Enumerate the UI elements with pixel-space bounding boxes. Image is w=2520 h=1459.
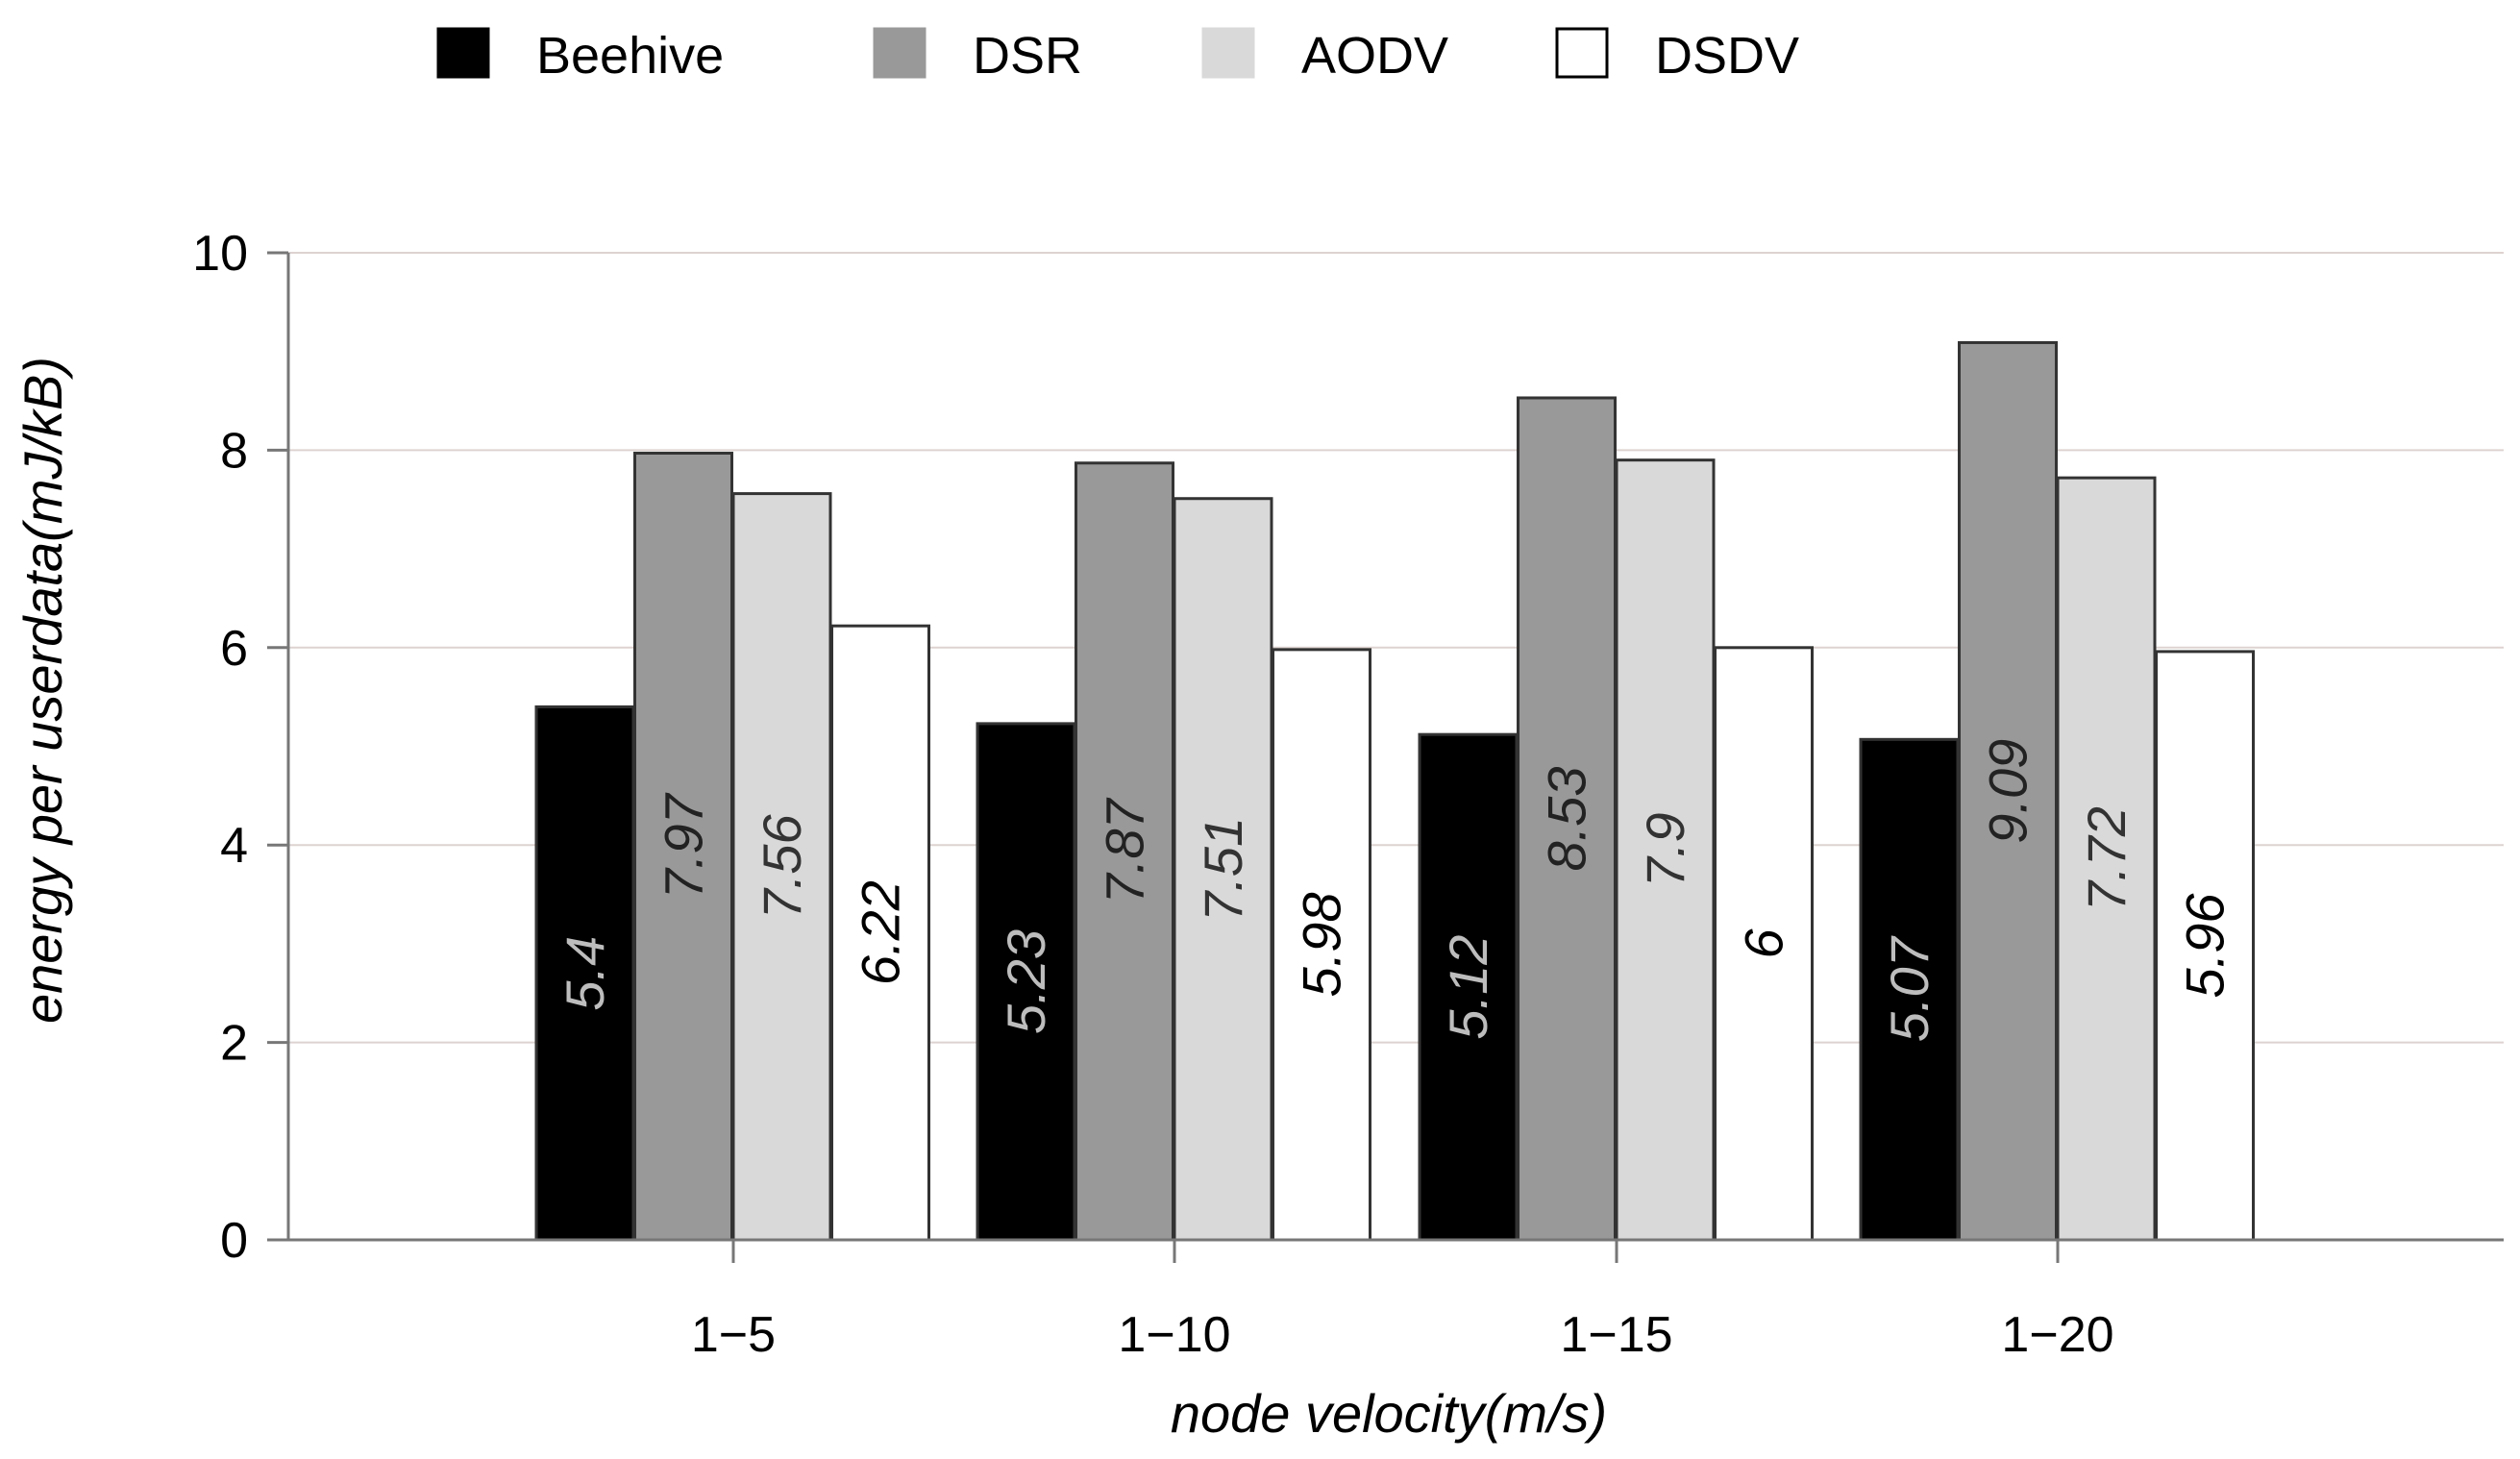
y-tick-label: 6 [220,621,248,677]
x-tick-label: 1−10 [1118,1307,1230,1363]
bar-dsr-1 [633,451,733,1242]
legend-swatch-aodv [1201,27,1255,79]
legend-swatch-beehive [436,27,490,79]
legend-swatch-dsr [873,27,926,79]
y-tick-label: 0 [220,1213,248,1269]
bar-value-label: 7.51 [1193,817,1253,922]
bar-dsdv-4 [2155,650,2255,1242]
x-axis-title: node velocity(m/s) [1171,1383,1607,1444]
bar-dsr-3 [1517,396,1617,1242]
bar-dsdv-3 [1714,646,1814,1242]
bar-beehive-3 [1418,732,1519,1242]
legend: Beehive DSR AODV DSDV [436,27,1799,85]
bar-value-label: 5.23 [996,929,1056,1034]
bars: 5.4 7.97 7.56 6.22 5.23 7.87 7.51 5.98 5.12 8.53 7… [534,340,2255,1242]
bar-aodv-3 [1615,458,1716,1242]
bar-dsdv-2 [1272,648,1371,1242]
bar-aodv-2 [1173,497,1273,1242]
bar-dsdv-1 [830,624,930,1242]
bar-value-label: 5.98 [1292,892,1352,997]
x-axis: 1−5 1−10 1−15 1−20 [288,1238,2504,1363]
y-tick-label: 2 [220,1016,248,1072]
legend-swatch-dsdv [1555,27,1609,79]
bar-aodv-1 [731,492,832,1242]
bar-value-label: 7.56 [752,813,812,919]
bar-value-label: 9.09 [1978,739,2038,844]
y-tick-label: 4 [220,818,248,874]
bar-value-label: 5.07 [1879,935,1939,1042]
bar-value-label: 8.53 [1537,766,1597,871]
bar-value-label: 7.87 [1095,798,1155,904]
bar-value-label: 7.72 [2076,806,2137,911]
x-tick-label: 1−15 [1560,1307,1672,1363]
bar-value-label: 6 [1734,927,1794,958]
x-tick-label: 1−20 [2001,1307,2113,1363]
y-axis-title: energy per userdata(mJ/kB) [12,357,73,1024]
legend-label-dsr: DSR [973,27,1082,85]
y-tick-label: 8 [220,423,248,479]
bar-value-label: 7.9 [1635,812,1695,887]
legend-label-aodv: AODV [1301,27,1448,85]
bar-value-label: 5.12 [1438,935,1498,1040]
bar-beehive-1 [534,705,635,1242]
bar-value-label: 7.97 [654,792,714,899]
legend-label-dsdv: DSDV [1655,27,1799,85]
legend-label-beehive: Beehive [536,27,724,85]
bar-value-label: 5.4 [555,936,615,1011]
x-tick-label: 1−5 [691,1307,776,1363]
bar-value-label: 6.22 [851,880,911,985]
y-axis: 0 2 4 6 8 10 [192,226,290,1269]
y-tick-label: 10 [192,226,248,282]
bar-value-label: 5.96 [2175,893,2236,999]
